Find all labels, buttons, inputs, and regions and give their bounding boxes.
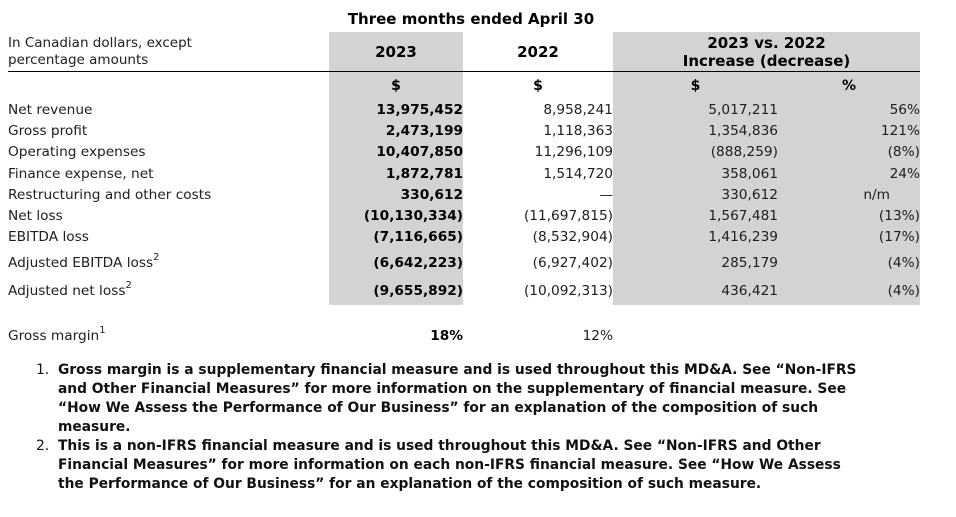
column-header-2023: 2023 bbox=[329, 32, 463, 72]
financial-summary-table: Three months ended April 30 In Canadian … bbox=[8, 5, 920, 305]
table-row: Gross profit 2,473,199 1,118,363 1,354,836 1… bbox=[8, 120, 920, 142]
footnote-ref-1: 1 bbox=[99, 325, 106, 337]
value-2022: — bbox=[599, 186, 613, 203]
period-header: Three months ended April 30 bbox=[347, 9, 595, 28]
column-header-change: 2023 vs. 2022 Increase (decrease) bbox=[613, 32, 920, 72]
row-header-caption-line1: In Canadian dollars, except bbox=[8, 34, 192, 51]
value-change-dollar: 5,017,211 bbox=[613, 99, 778, 121]
value-change-percent: (17%) bbox=[778, 226, 920, 249]
table-row: Net loss (10,130,334) (11,697,815) 1,567,48… bbox=[8, 205, 920, 227]
unit-header-row: $ $ $ % bbox=[8, 71, 920, 100]
footnote-ref-2: 2 bbox=[153, 252, 160, 264]
value-2022: (10,092,313) bbox=[523, 283, 613, 300]
value-change-dollar: 436,421 bbox=[613, 273, 778, 305]
value-2022: 1,514,720 bbox=[543, 165, 613, 182]
value-change-percent: 24% bbox=[778, 162, 920, 185]
row-label: Finance expense, net bbox=[8, 165, 154, 182]
footnote-2: 2. This is a non-IFRS financial measure … bbox=[36, 437, 936, 494]
spacer-cell bbox=[613, 5, 920, 32]
value-2023: 330,612 bbox=[329, 184, 463, 206]
table-body: Net revenue 13,975,452 8,958,241 5,017,211 5… bbox=[8, 99, 920, 305]
column-header-change-line2: Increase (decrease) bbox=[682, 51, 851, 70]
table-row: Net revenue 13,975,452 8,958,241 5,017,211 5… bbox=[8, 99, 920, 121]
value-2022: (8,532,904) bbox=[532, 229, 613, 246]
value-2023: (10,130,334) bbox=[329, 205, 463, 227]
value-change-percent: n/m bbox=[778, 184, 920, 206]
table-row: Restructuring and other costs 330,612—330… bbox=[8, 184, 920, 206]
spacer-cell bbox=[8, 72, 329, 100]
spacer-cell bbox=[8, 5, 329, 32]
gross-margin-label: Gross margin1 bbox=[8, 324, 329, 348]
row-label: Net loss bbox=[8, 208, 63, 225]
row-label: Operating expenses bbox=[8, 144, 146, 161]
value-change-percent: (4%) bbox=[778, 273, 920, 305]
value-2023: (9,655,892) bbox=[329, 273, 463, 305]
spacer-cell bbox=[778, 324, 920, 348]
value-change-percent: 121% bbox=[778, 120, 920, 142]
gross-margin-2022: 12% bbox=[582, 328, 613, 344]
row-label: Adjusted EBITDA loss2 bbox=[8, 252, 160, 271]
value-2023: 13,975,452 bbox=[329, 99, 463, 121]
value-2023: (6,642,223) bbox=[329, 248, 463, 274]
table-row: Adjusted net loss2 (9,655,892) (10,092,313… bbox=[8, 273, 920, 305]
gross-margin-table: Gross margin1 18% 12% bbox=[8, 324, 920, 348]
value-change-dollar: 285,179 bbox=[613, 248, 778, 274]
value-2023: (7,116,665) bbox=[329, 226, 463, 249]
value-change-dollar: 330,612 bbox=[613, 184, 778, 206]
column-header-row: In Canadian dollars, except percentage a… bbox=[8, 32, 920, 72]
table-row: Finance expense, net 1,872,781 1,514,720 35… bbox=[8, 162, 920, 185]
unit-dollar-change: $ bbox=[613, 71, 778, 99]
value-change-dollar: 1,416,239 bbox=[613, 226, 778, 249]
column-header-2022: 2022 bbox=[463, 32, 613, 72]
footnote-1-number: 1. bbox=[36, 362, 50, 378]
footnote-ref-2: 2 bbox=[125, 280, 132, 292]
value-change-percent: (13%) bbox=[778, 205, 920, 227]
value-change-percent: (4%) bbox=[778, 248, 920, 274]
value-2022: (6,927,402) bbox=[532, 254, 613, 271]
row-label: Adjusted net loss2 bbox=[8, 280, 132, 300]
gross-margin-2023: 18% bbox=[430, 328, 463, 344]
column-header-change-line1: 2023 vs. 2022 bbox=[707, 33, 826, 52]
row-header-caption: In Canadian dollars, except percentage a… bbox=[8, 32, 329, 72]
table-row: EBITDA loss (7,116,665) (8,532,904) 1,416,2… bbox=[8, 226, 920, 249]
value-2023: 2,473,199 bbox=[329, 120, 463, 142]
footnote-2-text: This is a non-IFRS financial measure and… bbox=[58, 438, 841, 492]
period-header-row: Three months ended April 30 bbox=[8, 5, 920, 32]
spacer-cell bbox=[613, 324, 778, 348]
value-change-percent: (8%) bbox=[778, 141, 920, 163]
table-row: Operating expenses 10,407,850 11,296,109 (8… bbox=[8, 141, 920, 163]
value-2023: 10,407,850 bbox=[329, 141, 463, 163]
footnote-2-number: 2. bbox=[36, 438, 50, 454]
value-change-dollar: (888,259) bbox=[613, 141, 778, 163]
unit-percent-change: % bbox=[778, 71, 920, 99]
row-label: EBITDA loss bbox=[8, 229, 89, 246]
footnotes: 1. Gross margin is a supplementary finan… bbox=[36, 361, 936, 494]
table-row: Adjusted EBITDA loss2 (6,642,223) (6,927,4… bbox=[8, 248, 920, 274]
footnote-1: 1. Gross margin is a supplementary finan… bbox=[36, 361, 936, 437]
value-change-dollar: 358,061 bbox=[613, 162, 778, 185]
footnote-1-text: Gross margin is a supplementary financia… bbox=[58, 362, 857, 435]
unit-dollar-2022: $ bbox=[533, 77, 543, 94]
row-label: Net revenue bbox=[8, 101, 93, 118]
unit-dollar-2023: $ bbox=[329, 71, 463, 99]
value-change-percent: 56% bbox=[778, 99, 920, 121]
row-header-caption-line2: percentage amounts bbox=[8, 51, 149, 68]
value-change-dollar: 1,354,836 bbox=[613, 120, 778, 142]
value-2022: (11,697,815) bbox=[523, 208, 613, 225]
gross-margin-row: Gross margin1 18% 12% bbox=[8, 324, 920, 348]
row-label: Gross profit bbox=[8, 122, 88, 139]
value-2022: 8,958,241 bbox=[543, 101, 613, 118]
value-2023: 1,872,781 bbox=[329, 162, 463, 185]
gross-margin-label-text: Gross margin bbox=[8, 328, 100, 344]
value-2022: 11,296,109 bbox=[534, 144, 613, 161]
value-2022: 1,118,363 bbox=[543, 122, 613, 139]
value-change-dollar: 1,567,481 bbox=[613, 205, 778, 227]
row-label: Restructuring and other costs bbox=[8, 186, 212, 203]
